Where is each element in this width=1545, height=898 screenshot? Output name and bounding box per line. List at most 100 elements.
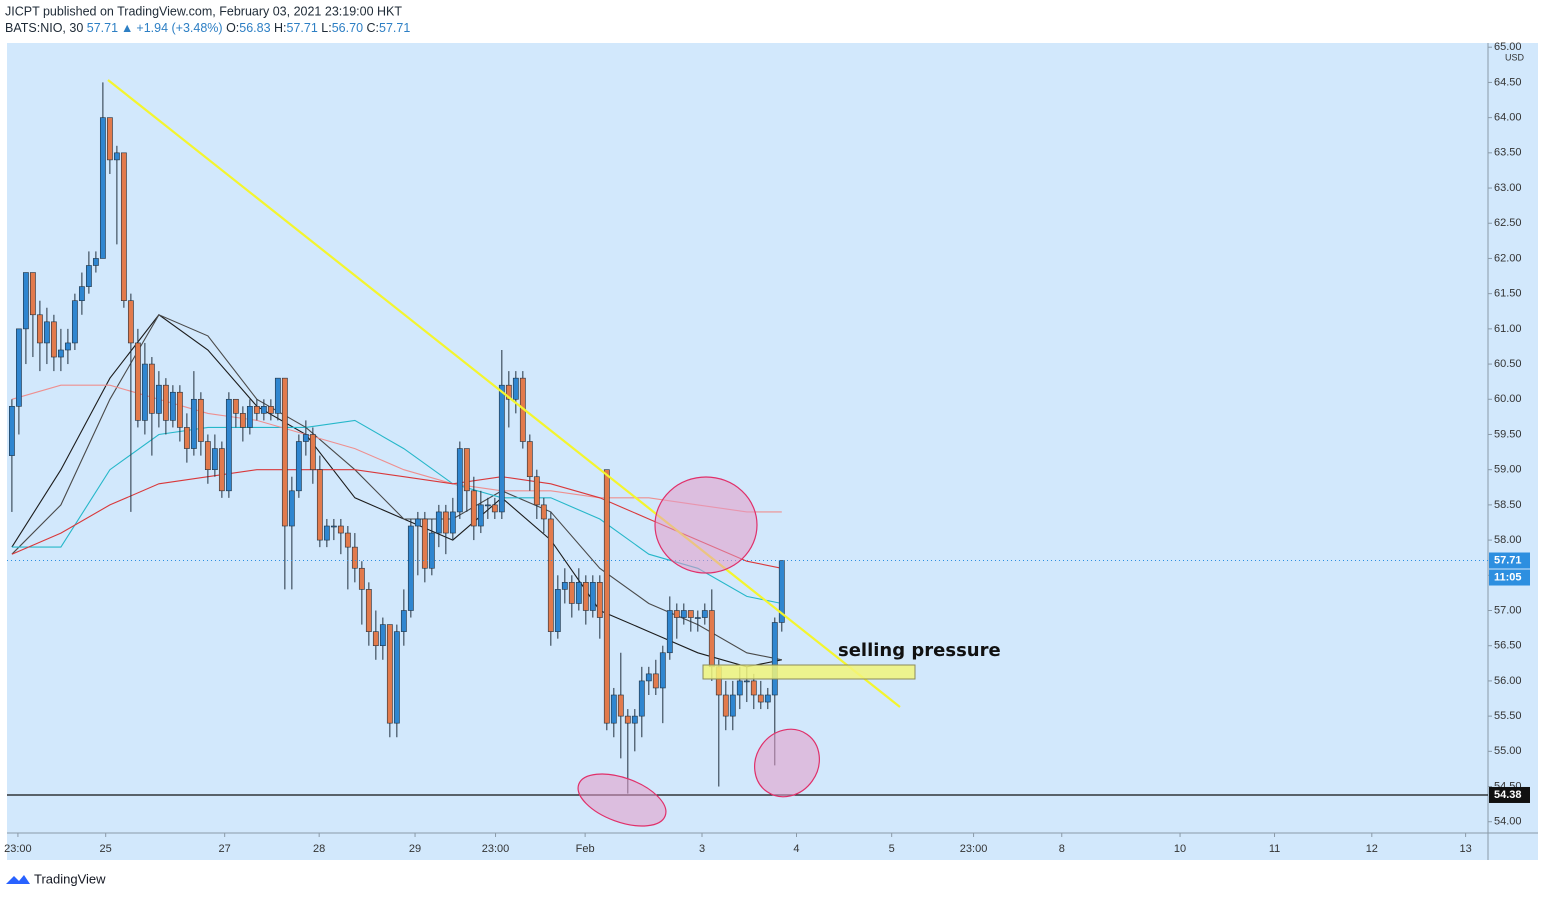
x-tick-label: 29 bbox=[409, 843, 421, 855]
candle-body bbox=[470, 490, 477, 527]
y-tick-label: 61.00 bbox=[1494, 323, 1522, 335]
candle-body bbox=[29, 272, 36, 316]
y-tick-label: 55.50 bbox=[1494, 710, 1522, 722]
candle-body bbox=[127, 300, 134, 344]
y-tick-label: 58.50 bbox=[1494, 499, 1522, 511]
candle-body bbox=[477, 504, 484, 527]
candle-body bbox=[533, 476, 540, 506]
candle-body bbox=[379, 624, 386, 647]
plot-marks bbox=[7, 82, 1488, 796]
x-tick-label: 13 bbox=[1459, 843, 1471, 855]
candle-body bbox=[771, 622, 778, 696]
candle-body bbox=[736, 680, 743, 696]
candle-body bbox=[295, 441, 302, 492]
candle-body bbox=[134, 342, 141, 421]
h-label: H: bbox=[274, 21, 287, 35]
candle-body bbox=[169, 391, 176, 421]
candle-body bbox=[561, 582, 568, 590]
candle-body bbox=[57, 349, 64, 358]
x-tick-label: 25 bbox=[100, 843, 112, 855]
candle-body bbox=[659, 652, 666, 689]
candle-body bbox=[512, 377, 519, 400]
candle-body bbox=[757, 694, 764, 703]
candle-body bbox=[71, 300, 78, 344]
drawings: selling pressure bbox=[107, 79, 1001, 827]
countdown: 11:05 bbox=[1494, 571, 1522, 583]
candle-body bbox=[64, 342, 71, 351]
candle-body bbox=[337, 525, 344, 534]
candle-body bbox=[778, 560, 785, 623]
candle-body bbox=[442, 511, 449, 534]
candle-body bbox=[764, 694, 771, 703]
candle-body bbox=[666, 610, 673, 654]
candle-body bbox=[106, 117, 113, 161]
candle-body bbox=[694, 617, 701, 619]
candle-body bbox=[365, 589, 372, 632]
x-tick-label: 10 bbox=[1174, 843, 1186, 855]
change: +1.94 (+3.48%) bbox=[136, 21, 222, 35]
candle-body bbox=[435, 511, 442, 534]
y-tick-label: 62.00 bbox=[1494, 252, 1522, 264]
candle-body bbox=[190, 398, 197, 449]
candle-body bbox=[302, 434, 309, 442]
candle-body bbox=[407, 525, 414, 611]
y-tick-label: 63.00 bbox=[1494, 182, 1522, 194]
candle-body bbox=[687, 610, 694, 618]
y-tick-label: 62.50 bbox=[1494, 217, 1522, 229]
candle-body bbox=[183, 427, 190, 449]
close: 57.71 bbox=[379, 21, 410, 35]
c-label: C: bbox=[367, 21, 380, 35]
o-label: O: bbox=[226, 21, 239, 35]
y-tick-label: 63.50 bbox=[1494, 147, 1522, 159]
candle-body bbox=[589, 582, 596, 611]
candle-body bbox=[624, 715, 631, 724]
candle-body bbox=[701, 610, 708, 618]
plot-area bbox=[7, 43, 1488, 833]
candle-body bbox=[393, 631, 400, 724]
candle-body bbox=[330, 525, 337, 528]
candle-body bbox=[232, 398, 239, 414]
candle-body bbox=[253, 406, 260, 414]
candle-body bbox=[225, 398, 232, 492]
highlight-ellipse bbox=[577, 773, 667, 827]
candle-body bbox=[267, 406, 274, 414]
candle-body bbox=[92, 258, 99, 266]
x-tick-label: 12 bbox=[1366, 843, 1378, 855]
candle-body bbox=[484, 504, 491, 507]
y-tick-label: 61.50 bbox=[1494, 288, 1522, 300]
x-tick-label: 5 bbox=[889, 843, 895, 855]
x-tick-label: 23:00 bbox=[482, 843, 510, 855]
highlight-ellipse bbox=[754, 728, 820, 798]
candle-body bbox=[428, 532, 435, 569]
candle-body bbox=[386, 624, 393, 724]
candle-body bbox=[449, 511, 456, 534]
candle-body bbox=[673, 610, 680, 618]
high: 57.71 bbox=[287, 21, 318, 35]
x-tick-label: Feb bbox=[576, 843, 595, 855]
candle-body bbox=[421, 518, 428, 569]
candle-body bbox=[582, 582, 589, 611]
x-tick-label: 8 bbox=[1059, 843, 1065, 855]
y-tick-label: 56.50 bbox=[1494, 640, 1522, 652]
candle-body bbox=[316, 469, 323, 541]
candle-body bbox=[708, 610, 715, 668]
y-tick-label: 57.00 bbox=[1494, 604, 1522, 616]
price-axis bbox=[1488, 43, 1538, 833]
moving-average bbox=[11, 314, 782, 661]
candle-body bbox=[176, 391, 183, 428]
candle-body bbox=[78, 286, 85, 302]
logo-icon bbox=[6, 875, 30, 884]
candle-body bbox=[491, 504, 498, 513]
candle-body bbox=[603, 469, 610, 724]
candle-body bbox=[22, 272, 29, 330]
candle-body bbox=[218, 448, 225, 492]
candle-body bbox=[743, 680, 750, 683]
candle-body bbox=[372, 631, 379, 647]
x-tick-label: 27 bbox=[219, 843, 231, 855]
candle-body bbox=[197, 398, 204, 442]
support-label: 54.38 bbox=[1494, 789, 1522, 801]
candle-body bbox=[274, 377, 281, 414]
candle-body bbox=[260, 406, 267, 414]
candle-body bbox=[43, 321, 50, 344]
x-tick-label: 23:00 bbox=[4, 843, 32, 855]
